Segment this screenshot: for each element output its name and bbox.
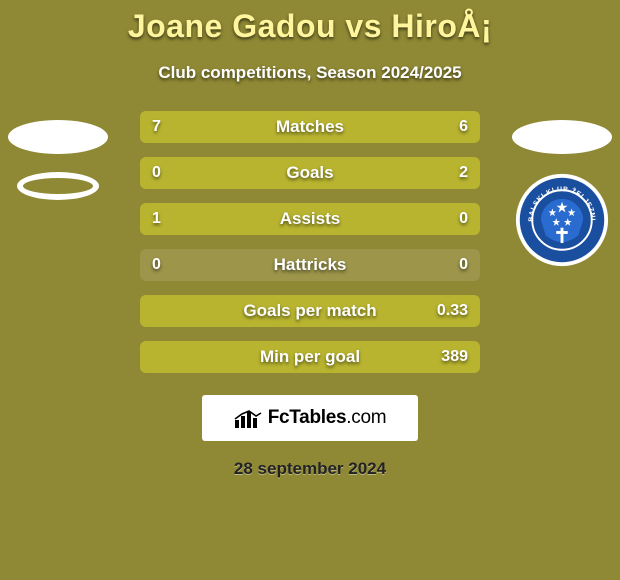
page-subtitle: Club competitions, Season 2024/2025 [0,63,620,83]
stat-label: Hattricks [140,249,480,281]
player-one-ellipse-ring [17,172,99,200]
stat-label: Matches [140,111,480,143]
stat-value-left: 7 [140,111,173,143]
stats-table: Matches76Goals02Assists10Hattricks00Goal… [140,111,480,373]
player-two-badges: FUDBALSKI KLUB ŽELJEZNIČAR [512,120,612,268]
stat-row: Hattricks0 0 [140,249,480,281]
player-one-ellipse-solid [8,120,108,154]
brand-name: FcTables [268,407,347,428]
brand-badge: FcTables.com [202,395,418,441]
stat-value-right: 2 [447,157,480,189]
brand-suffix: .com [346,407,386,428]
stat-value-right: 0 [447,203,480,235]
stat-value-right: 0 [447,249,480,281]
stat-row: Goals per match0.33 [140,295,480,327]
stat-value-left: 0 [140,249,173,281]
stat-value-left: 0 [140,157,173,189]
stat-value-right: 6 [447,111,480,143]
stat-value-right: 389 [429,341,480,373]
page-title: Joane Gadou vs HiroÅ¡ [0,8,620,45]
stat-row: Assists1 0 [140,203,480,235]
stat-value-left: 1 [140,203,173,235]
comparison-card: Joane Gadou vs HiroÅ¡ Club competitions,… [0,0,620,580]
stat-row: Min per goal389 [140,341,480,373]
stat-label: Goals [140,157,480,189]
player-two-ellipse-solid [512,120,612,154]
stat-row: Goals0 2 [140,157,480,189]
brand-text: FcTables.com [268,407,387,429]
stat-label: Assists [140,203,480,235]
player-one-badges [8,120,108,200]
stat-row: Matches7 6 [140,111,480,143]
stat-value-right: 0.33 [425,295,480,327]
club-crest-icon: FUDBALSKI KLUB ŽELJEZNIČAR [514,172,610,268]
brand-chart-icon [234,408,262,428]
date-line: 28 september 2024 [0,459,620,479]
